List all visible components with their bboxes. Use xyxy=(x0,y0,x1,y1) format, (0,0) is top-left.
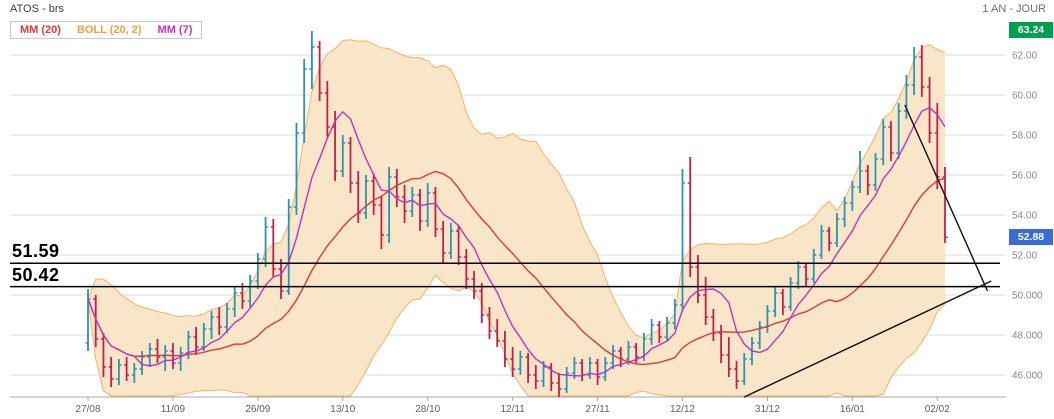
indicator-legend: MM (20) BOLL (20, 2) MM (7) xyxy=(10,21,203,39)
moving-average-20-line xyxy=(87,170,946,366)
x-axis-label: 28/10 xyxy=(415,404,440,415)
moving-average-7-line xyxy=(87,106,946,377)
x-axis-label: 26/09 xyxy=(245,404,270,415)
bollinger-lower-line xyxy=(87,274,946,397)
y-axis-label: 56.00 xyxy=(1012,171,1037,182)
y-axis-label: 46.000 xyxy=(1012,371,1043,382)
y-axis-label: 54.00 xyxy=(1012,211,1037,222)
x-axis-label: 27/11 xyxy=(585,404,610,415)
x-axis-label: 27/08 xyxy=(75,404,100,415)
legend-item-boll: BOLL (20, 2) xyxy=(76,24,142,36)
y-axis-label: 52.00 xyxy=(1012,251,1037,262)
legend-item-mm7: MM (7) xyxy=(157,24,193,36)
legend-item-mm20: MM (20) xyxy=(20,24,61,36)
bollinger-upper-line xyxy=(87,39,946,339)
trendline-rising xyxy=(743,280,992,398)
price-badge-last: 52.88 xyxy=(1009,228,1053,245)
level-label-0: 51.59 xyxy=(12,241,60,262)
x-axis-label: 16/01 xyxy=(840,404,865,415)
y-axis-label: 60.00 xyxy=(1012,91,1037,102)
period-label: 1 AN - JOUR xyxy=(982,3,1046,15)
page-title: ATOS - brs xyxy=(10,3,64,15)
y-axis-label: 62.00 xyxy=(1012,51,1037,62)
x-axis-label: 11/09 xyxy=(161,404,186,415)
x-axis-label: 31/12 xyxy=(755,404,780,415)
trendline-falling xyxy=(904,104,989,292)
x-axis-label: 13/10 xyxy=(330,404,355,415)
y-axis-label: 58.00 xyxy=(1012,131,1037,142)
x-axis-label: 02/02 xyxy=(925,404,950,415)
y-axis-label: 50.000 xyxy=(1012,291,1043,302)
price-badge-high: 63.24 xyxy=(1009,21,1053,38)
x-axis-label: 12/11 xyxy=(500,404,525,415)
level-label-1: 50.42 xyxy=(12,264,60,285)
bollinger-band-fill xyxy=(88,39,945,396)
x-axis-label: 12/12 xyxy=(670,404,695,415)
y-axis-label: 48.000 xyxy=(1012,331,1043,342)
